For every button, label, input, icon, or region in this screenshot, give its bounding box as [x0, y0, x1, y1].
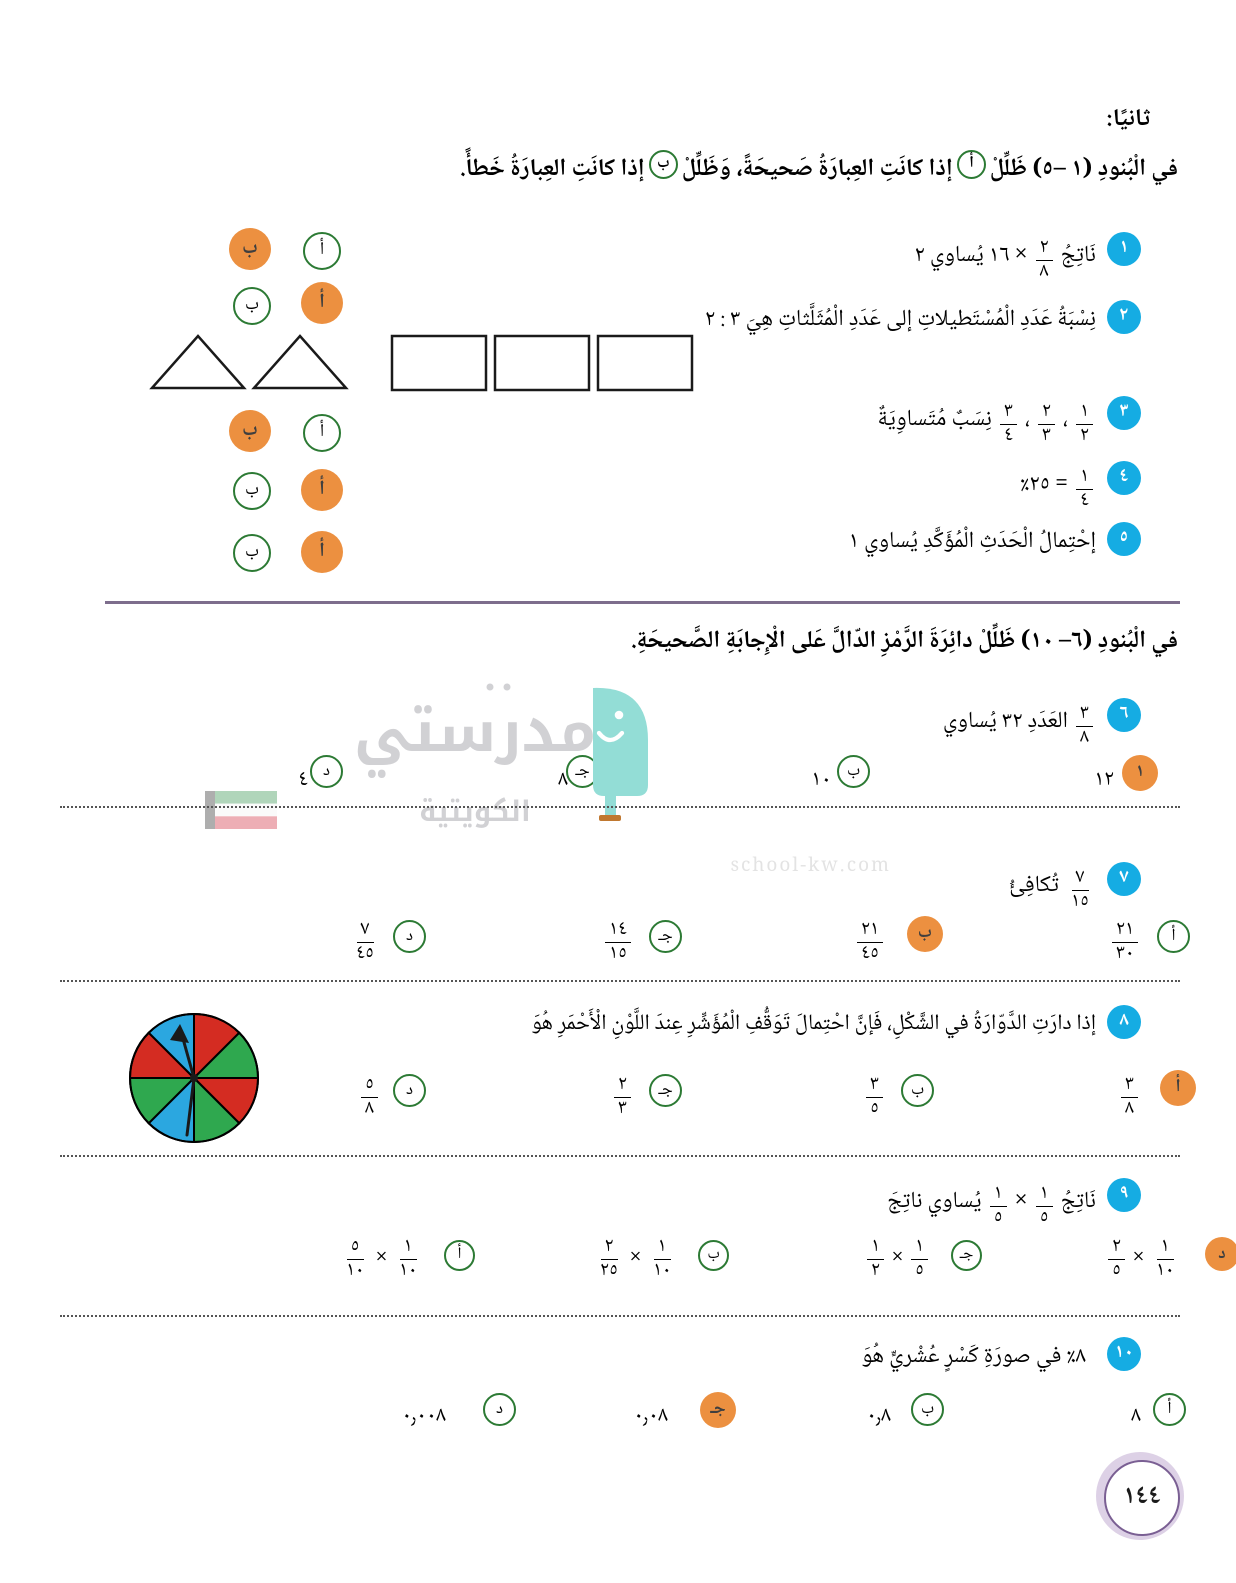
- svg-text:الكويتية: الكويتية: [419, 786, 531, 839]
- svg-text:مدرستي: مدرستي: [354, 683, 596, 787]
